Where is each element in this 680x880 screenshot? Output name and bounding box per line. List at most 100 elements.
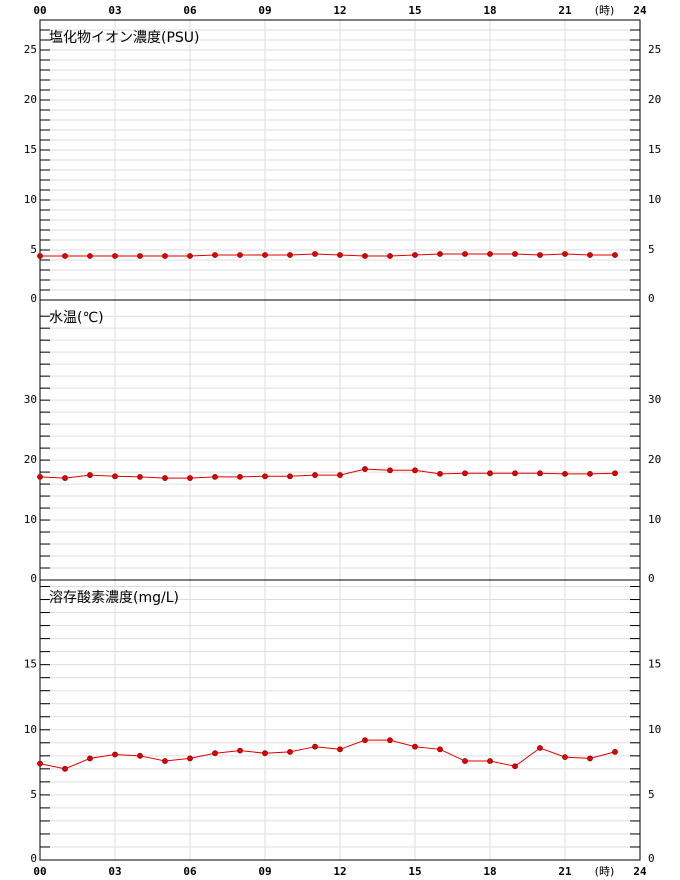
x-tick-label: 15 [408,865,421,878]
data-point [612,470,618,477]
y-tick-label: 20 [648,93,661,106]
x-tick-label: 24 [633,4,647,17]
data-point [512,763,518,770]
y-tick-label: 0 [30,572,37,585]
data-point [112,253,118,259]
data-point [137,473,143,480]
x-tick-label: 18 [483,4,496,17]
data-point [187,475,193,481]
data-point [412,467,418,474]
data-point [462,758,468,764]
x-tick-label: 12 [333,4,346,17]
data-line [40,253,615,257]
data-point [587,755,593,762]
y-tick-label: 0 [648,852,655,865]
data-point [562,754,568,761]
data-point [412,743,418,750]
y-tick-label: 30 [648,393,661,406]
data-point [162,758,168,764]
y-tick-label: 15 [24,658,37,671]
data-point [437,746,443,753]
y-tick-label: 0 [30,852,37,865]
data-point [87,253,93,259]
data-point [162,253,168,259]
panel-title: 溶存酸素濃度(mg/L) [49,590,179,606]
data-point [62,765,68,772]
data-point [537,745,543,751]
data-point [587,252,593,258]
data-line [39,739,616,770]
data-point [237,747,243,754]
data-point [537,252,543,258]
data-point [212,473,218,480]
data-point [337,252,343,258]
data-point [287,252,293,258]
x-tick-label: 00 [33,4,46,17]
panel-title: 塩化物イオン濃度(PSU) [49,30,200,46]
y-tick-label: 10 [24,193,37,206]
data-point [212,750,218,757]
data-point [137,253,143,259]
data-point [87,755,93,762]
data-point [312,472,318,478]
x-tick-label: 03 [108,4,121,17]
data-point [612,252,618,258]
x-tick-label: 06 [183,4,197,17]
y-tick-label: 15 [24,143,37,156]
data-point [312,251,318,257]
x-tick-label: 06 [183,865,197,878]
y-tick-label: 20 [24,93,37,106]
data-point [412,252,418,258]
data-point [437,470,443,477]
y-tick-label: 15 [648,143,661,156]
y-tick-label: 0 [30,292,37,305]
data-point [287,749,293,755]
x-tick-label: 03 [108,865,121,878]
data-point [337,472,343,478]
data-point [462,470,468,477]
y-tick-label: 25 [648,43,661,56]
data-point [362,466,368,472]
data-point [237,473,243,480]
y-tick-label: 5 [30,243,37,256]
x-tick-label: 09 [258,4,271,17]
y-tick-label: 10 [648,513,661,526]
data-point [512,470,518,477]
data-point [87,472,93,478]
y-tick-label: 0 [648,292,655,305]
data-point [387,467,393,474]
data-point [62,475,68,481]
y-tick-label: 5 [30,788,37,801]
y-tick-label: 0 [648,572,655,585]
x-tick-label: 00 [33,865,46,878]
data-point [162,475,168,481]
data-point [487,470,493,477]
data-point [212,252,218,258]
x-unit-label: (時) [595,4,615,17]
x-tick-label: 09 [258,865,271,878]
data-point [112,751,118,758]
data-point [137,752,143,759]
data-point [312,743,318,750]
data-point [562,251,568,257]
x-tick-label: 18 [483,865,496,878]
data-point [337,746,343,753]
y-tick-label: 25 [24,43,37,56]
data-point [262,252,268,258]
data-point [612,749,618,755]
data-point [37,760,43,767]
y-tick-label: 10 [24,723,37,736]
data-point [387,253,393,259]
plot-frame [39,579,641,861]
data-point [537,470,543,477]
x-tick-label: 21 [558,865,572,878]
data-point [362,737,368,744]
y-tick-label: 10 [648,723,661,736]
x-tick-label: 12 [333,865,346,878]
y-tick-label: 20 [648,453,661,466]
y-tick-label: 5 [648,243,655,256]
data-point [587,470,593,477]
data-point [262,750,268,757]
data-point [462,251,468,257]
